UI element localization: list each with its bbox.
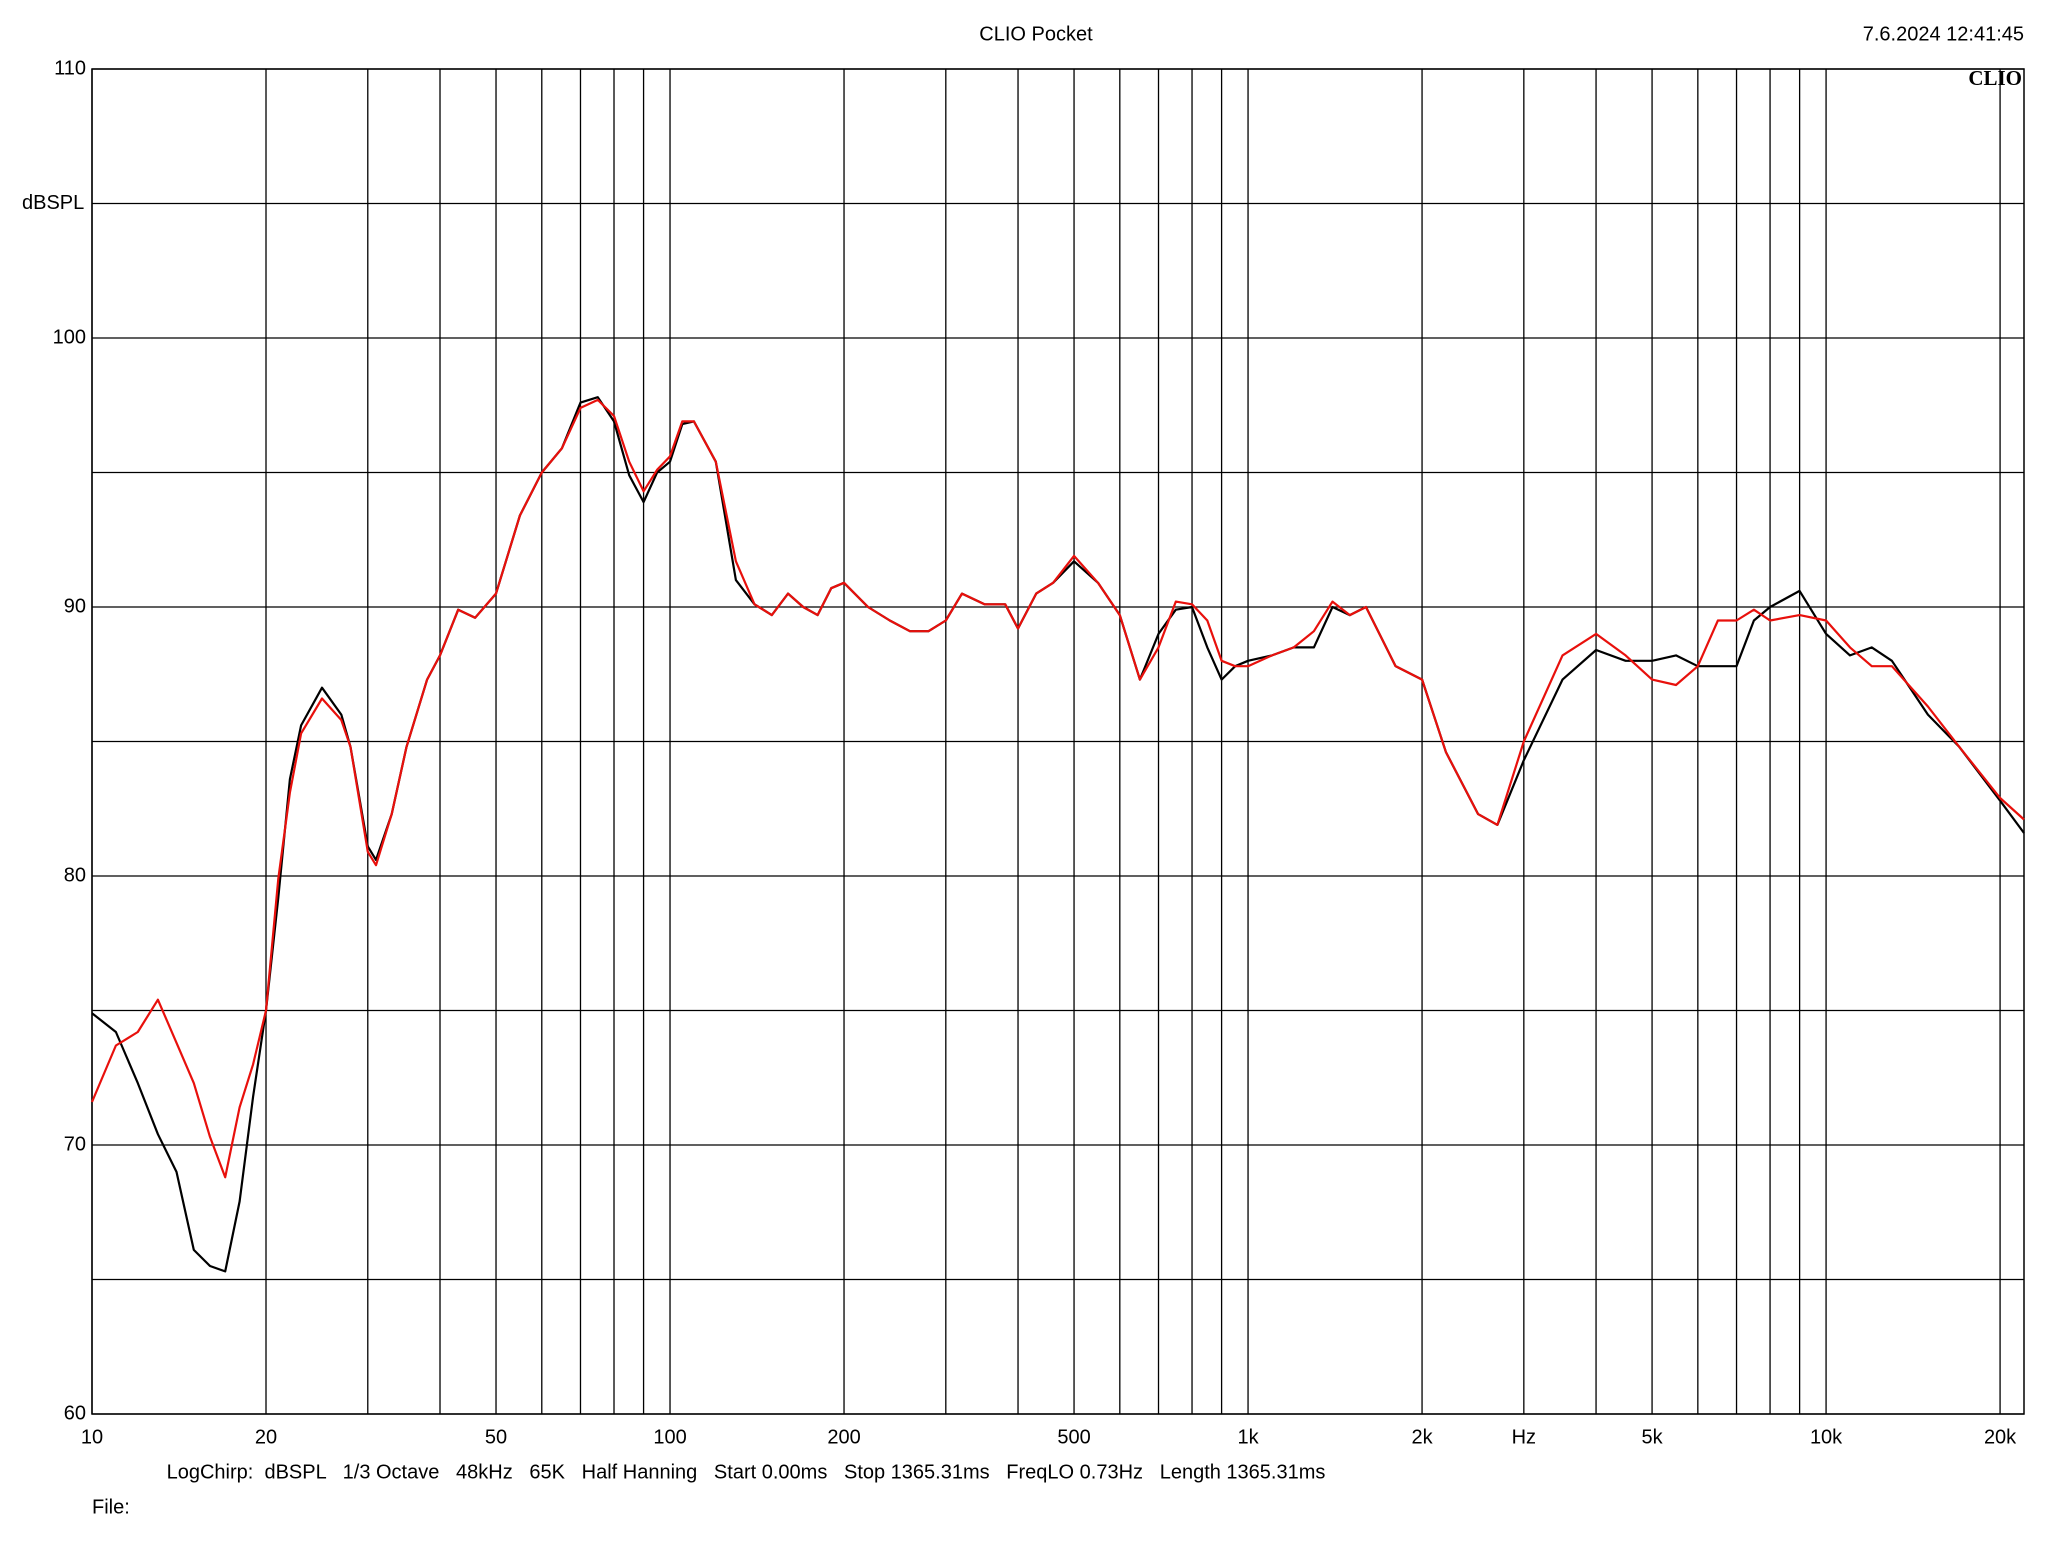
footer: LogChirp: dBSPL 1/3 Octave 48kHz 65K Hal…	[167, 1461, 1326, 1483]
x-tick-label: 1k	[1237, 1426, 1259, 1448]
x-tick-label: 10k	[1810, 1426, 1843, 1448]
x-tick-label: 20	[255, 1426, 277, 1448]
x-tick-label: Hz	[1512, 1426, 1536, 1448]
y-tick-label: 100	[53, 326, 86, 348]
x-tick-label: 100	[653, 1426, 686, 1448]
x-tick-label: 5k	[1642, 1426, 1664, 1448]
x-tick-label: 10	[81, 1426, 103, 1448]
y-tick-label: 60	[64, 1402, 86, 1424]
file-label: File:	[92, 1496, 130, 1518]
timestamp: 7.6.2024 12:41:45	[1863, 23, 2024, 45]
response-line	[91, 396, 2025, 1273]
chart-title: CLIO Pocket	[979, 23, 1093, 45]
logo: CLIO	[1968, 66, 2022, 90]
plot-frame	[91, 68, 2025, 1415]
response-line	[90, 398, 2025, 1179]
x-tick-label: 500	[1057, 1426, 1090, 1448]
x-tick-label: 200	[827, 1426, 860, 1448]
x-tick-label: 20k	[1984, 1426, 2017, 1448]
y-tick-label: dBSPL	[22, 192, 84, 214]
x-tick-label: 50	[485, 1426, 507, 1448]
y-tick-label: 110	[54, 57, 86, 79]
y-tick-label: 90	[64, 595, 86, 617]
x-tick-label: 2k	[1411, 1426, 1433, 1448]
y-tick-label: 80	[64, 864, 86, 886]
y-tick-label: 70	[64, 1133, 86, 1155]
